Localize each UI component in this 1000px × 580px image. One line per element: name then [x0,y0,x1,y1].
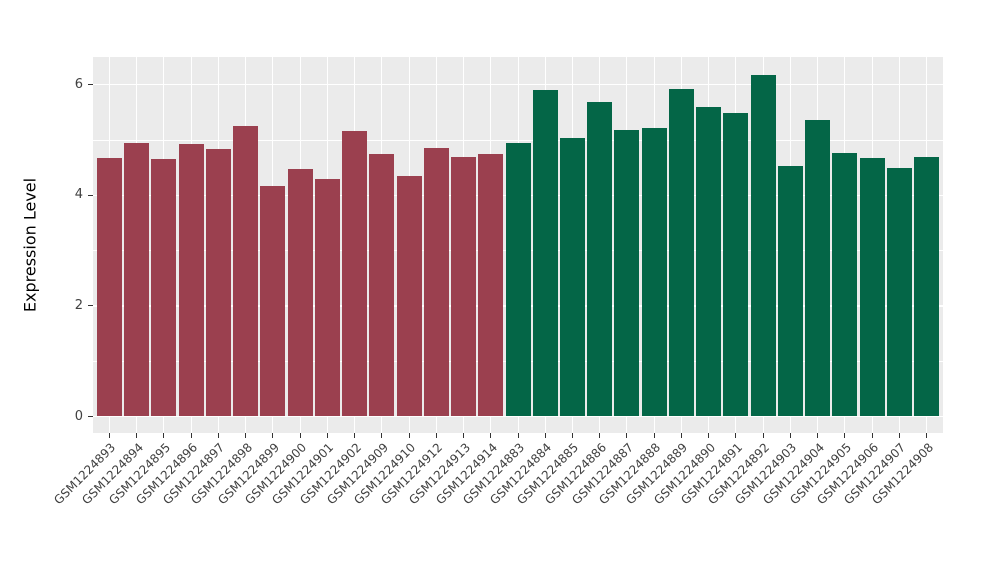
bar-GSM1224906 [859,157,885,417]
x-tick-mark [789,433,791,438]
bar-GSM1224885 [559,138,585,417]
y-tick-label-6: 6 [74,76,83,92]
y-tick-label-2: 2 [74,297,83,313]
bar-GSM1224897 [205,148,231,417]
x-tick-mark [435,433,437,438]
x-tick-mark [490,433,492,438]
bar-GSM1224902 [342,130,368,417]
bar-GSM1224890 [696,107,722,417]
x-tick-mark [926,433,928,438]
x-tick-mark [463,433,464,438]
x-tick-mark [326,433,328,438]
x-tick-mark [844,433,846,438]
bar-GSM1224903 [777,165,803,417]
x-tick-mark [408,433,410,438]
bar-GSM1224910 [396,175,422,417]
x-tick-mark [898,433,900,438]
bar-GSM1224899 [260,186,286,417]
bar-GSM1224909 [369,154,395,417]
bar-GSM1224887 [614,130,640,417]
x-tick-mark [571,433,573,438]
bar-GSM1224904 [805,119,831,417]
bar-GSM1224886 [587,101,613,417]
x-tick-mark [381,433,383,438]
bar-GSM1224896 [178,143,204,417]
bar-GSM1224907 [886,167,912,417]
bar-GSM1224913 [451,157,476,417]
x-tick-mark [599,433,601,438]
x-tick-mark [735,433,737,438]
x-tick-mark [544,433,546,438]
bar-GSM1224908 [914,156,940,417]
bar-GSM1224884 [532,89,558,417]
x-tick-mark [245,433,247,438]
y-tick-label-0: 0 [74,408,83,424]
bar-GSM1224901 [314,179,340,417]
x-tick-mark [299,433,301,438]
y-tick-mark [88,305,93,307]
x-tick-mark [136,433,138,438]
y-tick-mark [88,416,93,417]
y-tick-mark [88,194,93,196]
bar-GSM1224889 [668,88,694,417]
bar-GSM1224914 [478,154,504,417]
y-axis-title: Expression Level [20,177,40,313]
x-tick-mark [817,433,819,438]
bar-GSM1224883 [505,142,531,417]
x-tick-mark [762,433,764,438]
x-tick-mark [108,433,110,438]
x-tick-mark [217,433,219,438]
bar-GSM1224893 [96,157,122,417]
bar-GSM1224888 [641,128,667,417]
bar-GSM1224912 [423,148,449,417]
bar-GSM1224898 [233,126,259,417]
x-tick-mark [190,433,192,438]
y-tick-label-4: 4 [74,187,83,203]
x-tick-mark [626,433,628,438]
x-tick-mark [871,433,873,438]
x-tick-mark [163,433,165,438]
x-tick-mark [653,433,655,438]
y-tick-mark [88,84,93,86]
bar-GSM1224900 [287,169,313,417]
bar-GSM1224894 [124,142,150,417]
x-tick-mark [272,433,274,438]
x-tick-mark [680,433,682,438]
x-tick-mark [708,433,710,438]
bar-GSM1224891 [723,113,749,417]
plot-panel [93,57,943,433]
x-tick-mark [517,433,519,438]
bar-GSM1224905 [832,153,858,417]
bar-GSM1224892 [750,74,776,417]
x-tick-mark [354,433,356,438]
bar-GSM1224895 [151,158,177,417]
